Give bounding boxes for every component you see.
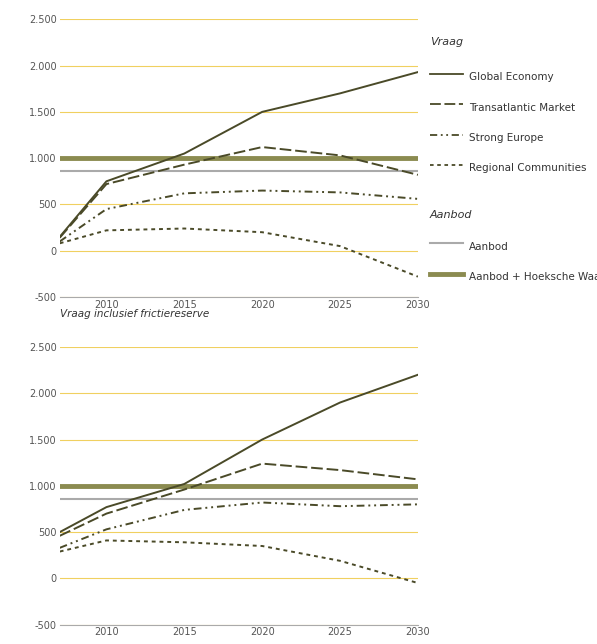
Text: Aanbod: Aanbod bbox=[469, 242, 509, 252]
Text: Regional Communities: Regional Communities bbox=[469, 163, 586, 173]
Text: Global Economy: Global Economy bbox=[469, 72, 553, 82]
Text: Transatlantic Market: Transatlantic Market bbox=[469, 102, 575, 113]
Text: Aanbod: Aanbod bbox=[430, 210, 472, 220]
Text: Strong Europe: Strong Europe bbox=[469, 133, 543, 143]
Text: Vraag: Vraag bbox=[430, 37, 463, 47]
Text: Vraag inclusief frictiereserve: Vraag inclusief frictiereserve bbox=[60, 308, 209, 319]
Text: Aanbod + Hoeksche Waa…: Aanbod + Hoeksche Waa… bbox=[469, 272, 597, 282]
